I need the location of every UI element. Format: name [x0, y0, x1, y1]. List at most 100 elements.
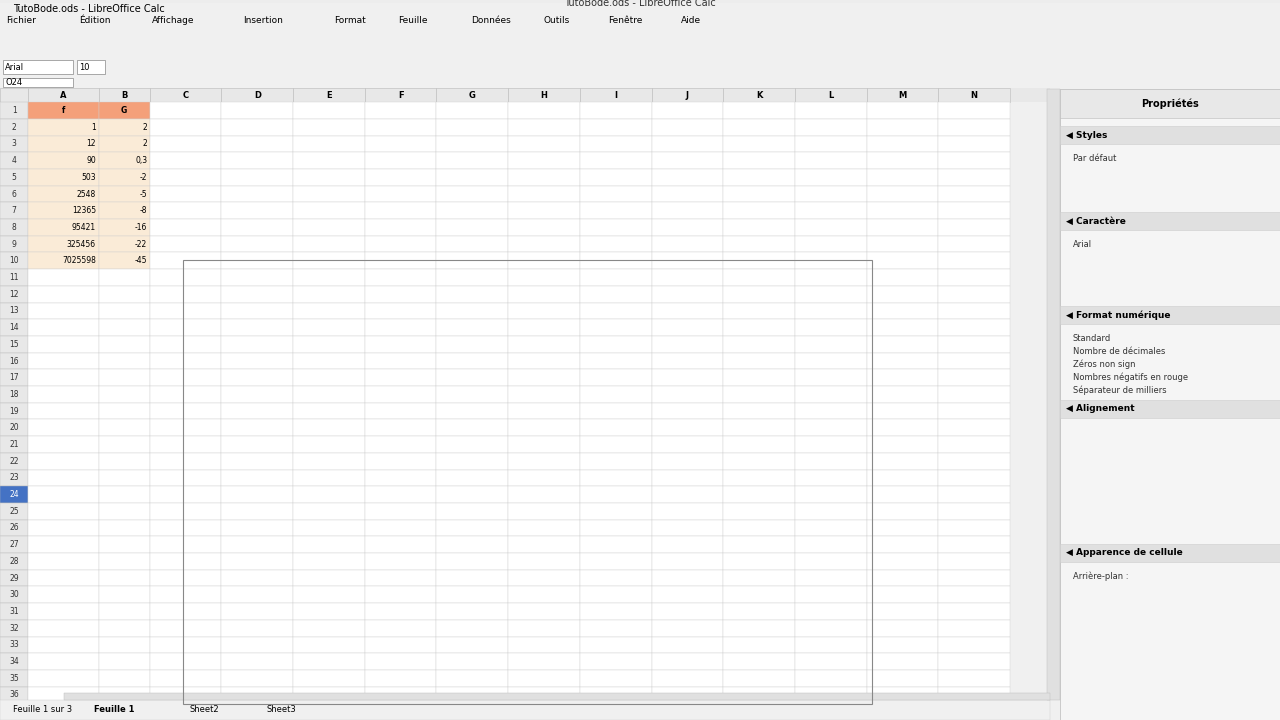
Text: 1: 1: [91, 122, 96, 132]
Text: 90: 90: [86, 156, 96, 165]
Text: Feuille 1: Feuille 1: [93, 706, 134, 714]
Text: 503: 503: [82, 173, 96, 182]
Text: 8: 8: [12, 223, 17, 232]
Text: 20: 20: [9, 423, 19, 432]
Text: Zéros non sign: Zéros non sign: [1073, 359, 1135, 369]
Text: Affichage: Affichage: [152, 17, 195, 25]
Text: ◀ Caractère: ◀ Caractère: [1066, 217, 1126, 226]
Text: O24: O24: [5, 78, 22, 87]
Text: E: E: [326, 91, 332, 100]
Text: 16: 16: [9, 356, 19, 366]
Text: 2: 2: [142, 122, 147, 132]
Text: Arrière-plan :: Arrière-plan :: [1073, 571, 1128, 581]
Text: 13: 13: [9, 307, 19, 315]
Text: Arial: Arial: [5, 63, 24, 72]
Text: ◀ Format numérique: ◀ Format numérique: [1066, 310, 1171, 320]
Text: ◀ Styles: ◀ Styles: [1066, 131, 1107, 140]
Text: Séparateur de milliers: Séparateur de milliers: [1073, 385, 1166, 395]
Text: Propriétés: Propriétés: [1140, 99, 1199, 109]
Text: ◀ Apparence de cellule: ◀ Apparence de cellule: [1066, 549, 1183, 557]
Text: Sheet3: Sheet3: [266, 706, 296, 714]
Text: -8: -8: [140, 206, 147, 215]
Text: Nombres négatifs en rouge: Nombres négatifs en rouge: [1073, 372, 1188, 382]
Text: Feuille 1 sur 3: Feuille 1 sur 3: [13, 706, 72, 714]
Text: 25: 25: [9, 507, 19, 516]
G: [579, 389, 594, 397]
Text: -45: -45: [134, 256, 147, 265]
Text: 12: 12: [87, 140, 96, 148]
G: [367, 328, 383, 336]
Text: 33: 33: [9, 640, 19, 649]
Text: Feuille: Feuille: [398, 17, 428, 25]
Text: Par défaut: Par défaut: [1073, 154, 1116, 163]
Text: Nombre de décimales: Nombre de décimales: [1073, 347, 1165, 356]
Text: 18: 18: [9, 390, 19, 399]
Text: Fenêtre: Fenêtre: [608, 17, 643, 25]
Text: 7: 7: [12, 206, 17, 215]
Text: 22: 22: [9, 456, 19, 466]
Text: 35: 35: [9, 674, 19, 683]
Text: 31: 31: [9, 607, 19, 616]
Text: 9: 9: [12, 240, 17, 248]
Text: Aide: Aide: [681, 17, 701, 25]
Text: -5: -5: [140, 189, 147, 199]
Text: F: F: [398, 91, 403, 100]
Text: 7025598: 7025598: [63, 256, 96, 265]
Text: 325456: 325456: [67, 240, 96, 248]
Text: A: A: [60, 91, 67, 100]
Text: 2548: 2548: [77, 189, 96, 199]
Text: 21: 21: [9, 440, 19, 449]
G: [666, 448, 681, 456]
Text: 2: 2: [142, 140, 147, 148]
Text: 3: 3: [12, 140, 17, 148]
Text: 19: 19: [9, 407, 19, 415]
Text: 95421: 95421: [72, 223, 96, 232]
Legend: G: G: [820, 269, 860, 287]
Text: 24: 24: [9, 490, 19, 499]
G: [511, 366, 526, 375]
Text: G: G: [468, 91, 476, 100]
Text: C: C: [183, 91, 188, 100]
Text: 12: 12: [9, 289, 19, 299]
Text: 11: 11: [9, 273, 19, 282]
Text: K: K: [756, 91, 762, 100]
Text: 34: 34: [9, 657, 19, 666]
Text: M: M: [899, 91, 906, 100]
Text: Arial: Arial: [1073, 240, 1092, 249]
Text: Sheet2: Sheet2: [189, 706, 219, 714]
Text: 32: 32: [9, 624, 19, 633]
Text: 6: 6: [12, 189, 17, 199]
Text: 12365: 12365: [72, 206, 96, 215]
Text: J: J: [686, 91, 689, 100]
G: [718, 492, 733, 501]
Text: H: H: [540, 91, 548, 100]
Text: 30: 30: [9, 590, 19, 599]
Text: -16: -16: [134, 223, 147, 232]
Text: 26: 26: [9, 523, 19, 533]
Text: I: I: [614, 91, 617, 100]
Text: Outils: Outils: [544, 17, 571, 25]
Text: 2: 2: [12, 122, 17, 132]
Text: Édition: Édition: [79, 17, 111, 25]
Text: Format: Format: [334, 17, 366, 25]
Text: 29: 29: [9, 574, 19, 582]
Text: TutoBode.ods - LibreOffice Calc: TutoBode.ods - LibreOffice Calc: [13, 4, 165, 14]
Text: 37: 37: [9, 707, 19, 716]
G: [442, 344, 457, 353]
Text: 10: 10: [9, 256, 19, 265]
G: [175, 315, 191, 323]
Text: 15: 15: [9, 340, 19, 348]
Text: L: L: [828, 91, 833, 100]
Text: 17: 17: [9, 373, 19, 382]
Text: D: D: [253, 91, 261, 100]
Text: -22: -22: [134, 240, 147, 248]
Text: 10: 10: [79, 63, 90, 72]
Text: 4: 4: [12, 156, 17, 165]
Text: Fichier: Fichier: [6, 17, 36, 25]
Line: G: G: [180, 316, 859, 670]
Text: Insertion: Insertion: [243, 17, 283, 25]
Text: G: G: [122, 106, 127, 115]
Text: B: B: [122, 91, 127, 100]
Text: 36: 36: [9, 690, 19, 699]
Text: ◀ Alignement: ◀ Alignement: [1066, 405, 1135, 413]
